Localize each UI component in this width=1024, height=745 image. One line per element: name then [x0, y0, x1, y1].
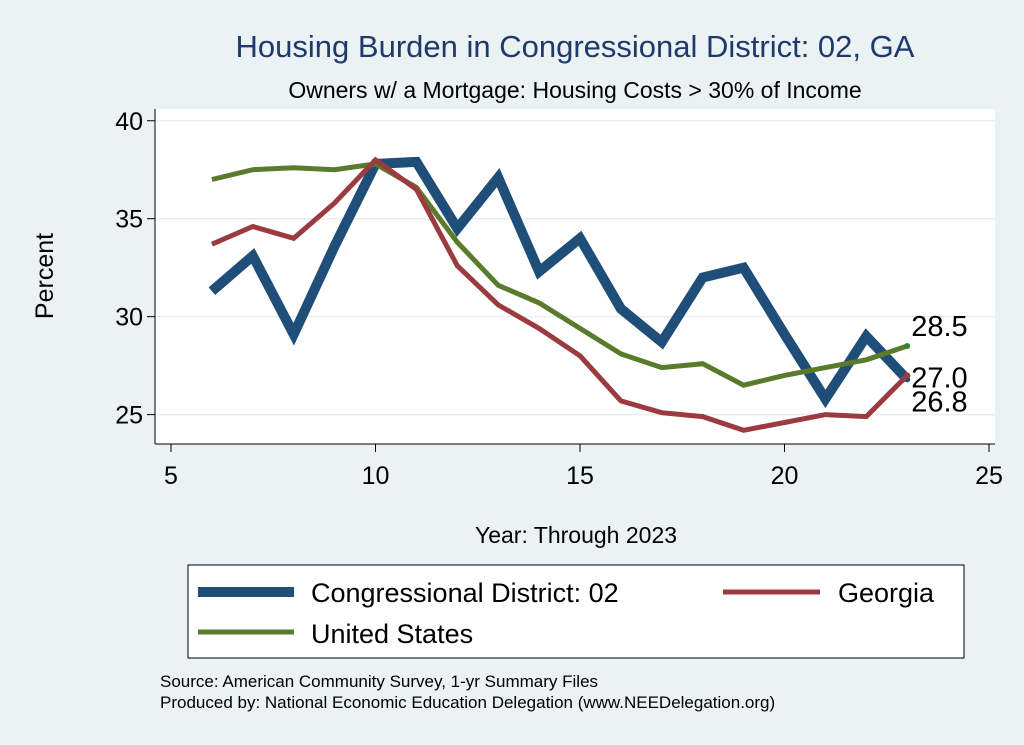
series-end-point	[904, 343, 911, 350]
series-lines	[208, 156, 911, 433]
end-value-label: 28.5	[911, 311, 967, 343]
x-tick-label: 25	[975, 462, 1003, 490]
end-labels: 28.5 27.026.8	[911, 311, 967, 418]
source-line-2: Produced by: National Economic Education…	[160, 693, 775, 712]
series-line-georgia	[210, 156, 909, 433]
x-axis-ticks: 5 10 15 20 25	[164, 444, 1003, 490]
source-line-1: Source: American Community Survey, 1-yr …	[160, 672, 598, 691]
y-tick-label: 25	[115, 402, 143, 430]
x-axis-title: Year: Through 2023	[475, 522, 677, 548]
x-tick-label: 10	[362, 462, 390, 490]
series-end-point	[904, 372, 911, 379]
y-axis-ticks: 25 30 35 40	[115, 108, 155, 430]
x-tick-label: 20	[771, 462, 799, 490]
series-line-cd02	[208, 156, 911, 409]
y-tick-label: 40	[115, 108, 143, 136]
plot-area	[155, 109, 995, 444]
legend-box	[187, 564, 965, 659]
y-axis-title: Percent	[31, 233, 59, 319]
end-value-label: 26.8	[911, 386, 967, 418]
end-value-label: 27.0	[911, 362, 967, 394]
x-tick-label: 15	[566, 462, 594, 490]
y-tick-label: 30	[115, 304, 143, 332]
legend-label-us: United States	[311, 619, 473, 649]
y-tick-label: 35	[115, 206, 143, 234]
chart-subtitle: Owners w/ a Mortgage: Housing Costs > 30…	[288, 77, 861, 103]
legend-label-georgia: Georgia	[838, 578, 935, 608]
x-tick-label: 5	[164, 462, 178, 490]
chart-title: Housing Burden in Congressional District…	[236, 29, 915, 64]
legend-label-cd02: Congressional District: 02	[311, 578, 619, 608]
series-line-us	[211, 161, 908, 388]
